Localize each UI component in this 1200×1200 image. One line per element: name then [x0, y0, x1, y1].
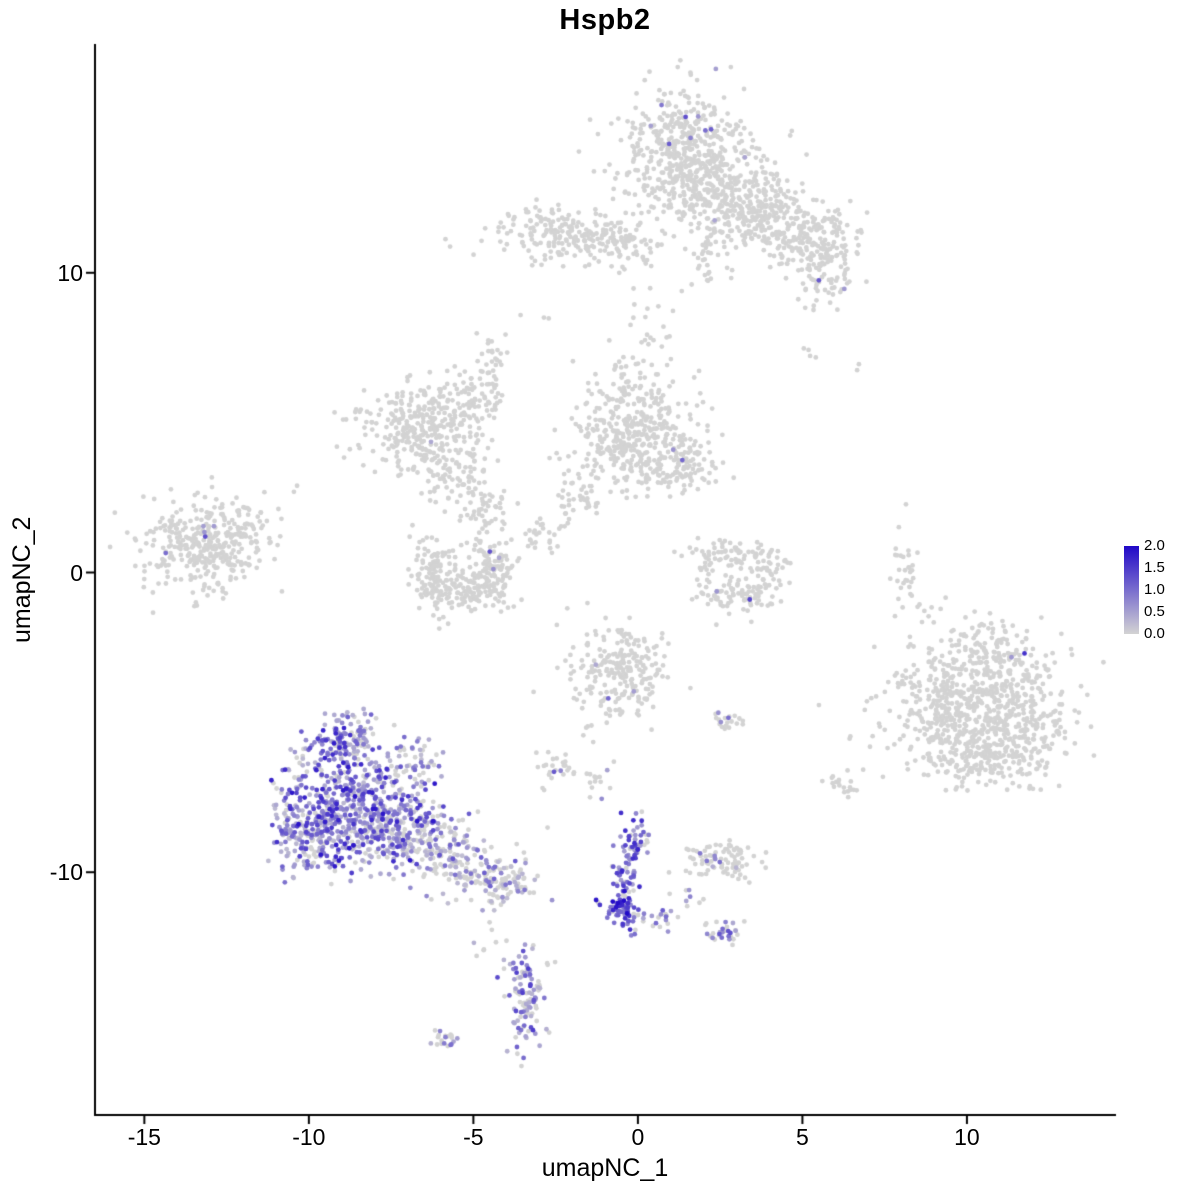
- expression-colorbar: 2.0 1.5 1.0 0.5 0.0: [1124, 538, 1165, 641]
- y-axis-label: umapNC_2: [8, 516, 36, 644]
- plot-title: Hspb2: [559, 4, 651, 36]
- legend-tick-label: 1.5: [1144, 559, 1165, 576]
- colorbar-tick-labels: 2.0 1.5 1.0 0.5 0.0: [1144, 537, 1165, 642]
- colorbar-gradient: [1124, 546, 1139, 634]
- x-axis-label: umapNC_1: [541, 1154, 669, 1182]
- legend-tick-label: 2.0: [1144, 537, 1165, 554]
- legend-tick-label: 0.0: [1144, 625, 1165, 642]
- legend-tick-label: 1.0: [1144, 581, 1165, 598]
- legend-tick-label: 0.5: [1144, 603, 1165, 620]
